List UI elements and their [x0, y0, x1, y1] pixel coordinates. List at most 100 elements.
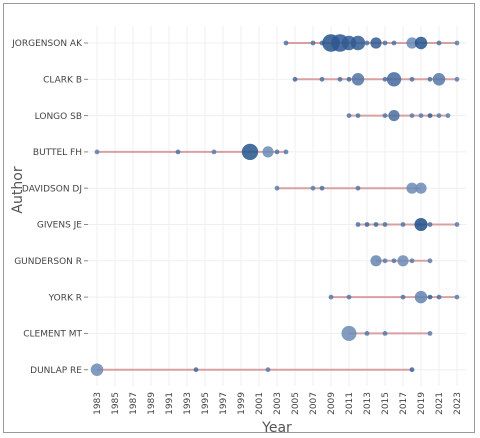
x-tick-label: 1991 — [165, 392, 175, 415]
x-tick-label: 1983 — [93, 392, 103, 415]
publication-point — [382, 331, 388, 336]
publication-point — [427, 222, 433, 227]
y-axis-title: Author — [10, 166, 26, 213]
publication-point — [382, 222, 388, 227]
publication-point — [265, 367, 271, 373]
x-tick-label: 2005 — [291, 392, 301, 415]
publication-point — [436, 294, 442, 300]
publication-point — [391, 40, 397, 46]
publication-point — [370, 37, 382, 49]
author-label: BUTTEL FH — [33, 148, 82, 158]
x-axis-title: Year — [261, 420, 292, 436]
publication-point — [346, 113, 352, 118]
publication-point — [415, 182, 427, 194]
publication-point — [274, 185, 280, 191]
publication-point — [319, 185, 325, 191]
publication-point — [364, 331, 370, 336]
x-tick-label: 2023 — [453, 392, 463, 415]
publication-point — [418, 113, 424, 118]
x-tick-label: 2009 — [327, 392, 337, 415]
publication-point — [382, 76, 388, 82]
publication-point — [310, 185, 316, 191]
x-tick-label: 1987 — [129, 392, 139, 415]
publication-point — [310, 40, 316, 46]
publication-point — [350, 35, 366, 51]
publication-point — [414, 217, 428, 232]
author-label: YORK R — [48, 293, 82, 303]
x-tick-label: 1999 — [237, 392, 247, 415]
publication-point — [193, 367, 199, 373]
publication-point — [262, 146, 274, 158]
publication-point — [382, 40, 388, 46]
publication-point — [454, 76, 460, 82]
author-label: JORGENSON AK — [11, 39, 83, 49]
x-axis-ticks: 1983 1985 1987 1989 1991 1993 1995 1997 1999 2001… — [93, 392, 463, 415]
publication-point — [397, 255, 409, 267]
publication-point — [391, 258, 397, 264]
publication-point — [436, 40, 442, 46]
publication-point — [409, 258, 415, 264]
publication-point — [241, 143, 259, 161]
x-tick-label: 1995 — [201, 392, 211, 415]
x-tick-label: 2017 — [399, 392, 409, 415]
publication-point — [427, 331, 433, 336]
author-label: GUNDERSON R — [14, 257, 82, 267]
publication-point — [346, 76, 352, 82]
grid-layer — [84, 26, 466, 386]
x-tick-label: 1997 — [219, 392, 229, 415]
x-tick-label: 2021 — [435, 392, 445, 415]
publication-point — [382, 113, 388, 118]
publication-point — [414, 290, 428, 304]
publication-point — [427, 258, 433, 264]
x-tick-label: 1989 — [147, 392, 157, 415]
author-labels: JORGENSON AK CLARK B LONGO SB BUTTEL FH DAVI… — [11, 39, 83, 376]
author-label: GIVENS JE — [37, 221, 82, 231]
publication-point — [283, 40, 289, 46]
publication-point — [283, 149, 289, 155]
x-tick-label: 2019 — [417, 392, 427, 415]
publication-point — [454, 294, 460, 300]
publication-point — [414, 36, 428, 50]
publication-point — [328, 294, 334, 300]
publication-point — [386, 72, 402, 87]
publication-point — [388, 110, 400, 122]
x-tick-label: 2001 — [255, 392, 265, 415]
x-tick-label: 2003 — [273, 392, 283, 415]
author-label: DUNLAP RE — [30, 366, 82, 376]
publication-point — [406, 182, 418, 194]
publication-point — [445, 113, 451, 118]
publication-point — [409, 76, 415, 82]
publication-point — [346, 294, 352, 300]
author-label: CLARK B — [43, 76, 82, 86]
x-tick-label: 2015 — [381, 392, 391, 415]
publication-point — [94, 149, 100, 155]
publication-point — [454, 40, 460, 46]
author-label: LONGO SB — [35, 112, 82, 122]
publication-point — [427, 294, 433, 300]
publication-point — [427, 76, 433, 82]
publication-point — [351, 73, 365, 86]
publication-point — [436, 113, 442, 118]
x-tick-label: 1993 — [183, 392, 193, 415]
publication-point — [432, 73, 446, 86]
publication-point — [341, 325, 357, 341]
publication-point — [90, 363, 104, 376]
author-label: DAVIDSON DJ — [22, 184, 82, 194]
publication-point — [409, 113, 415, 118]
publication-point — [454, 222, 460, 227]
publication-point — [319, 76, 325, 82]
publication-point — [427, 113, 433, 118]
publication-point — [337, 76, 343, 82]
publication-point — [373, 222, 379, 227]
publication-point — [364, 222, 370, 227]
publication-point — [175, 149, 181, 155]
publication-point — [400, 222, 406, 227]
publication-point — [370, 255, 382, 267]
publication-point — [292, 76, 298, 82]
publication-point — [382, 258, 388, 264]
publication-point — [409, 367, 415, 373]
publication-point — [355, 185, 361, 191]
publication-point — [274, 149, 280, 155]
publication-point — [355, 113, 361, 118]
